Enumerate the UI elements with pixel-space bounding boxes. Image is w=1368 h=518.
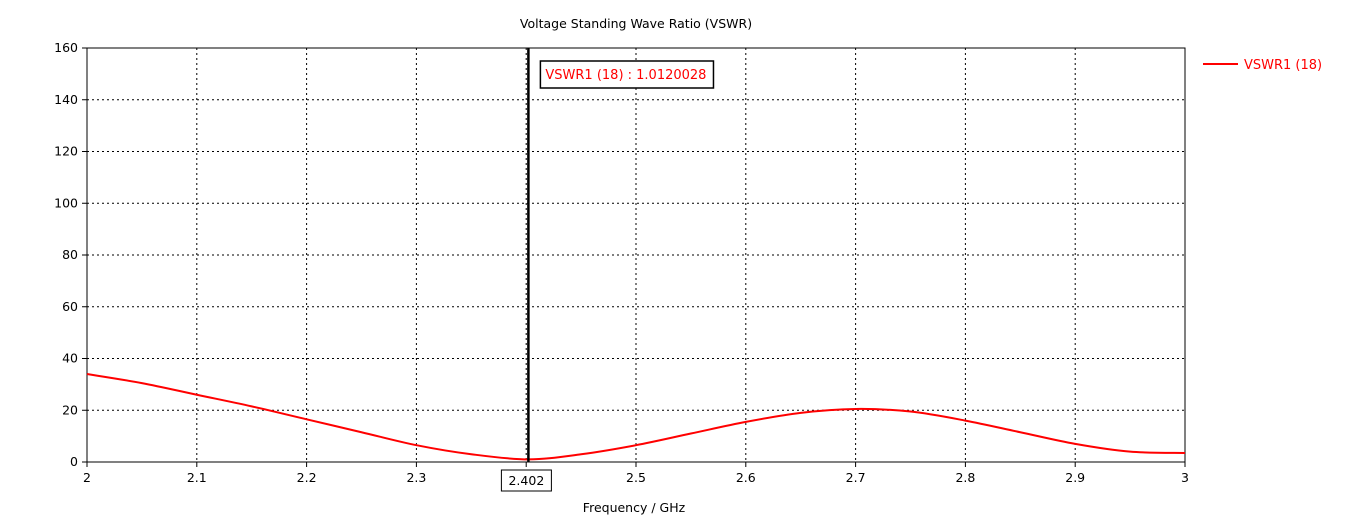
cursor-x-readout-label: 2.402	[508, 473, 544, 488]
y-tick-label: 100	[54, 195, 78, 210]
x-tick-label: 2.2	[297, 470, 317, 485]
x-tick-label: 2.9	[1065, 470, 1085, 485]
x-tick-label: 2.8	[955, 470, 975, 485]
x-tick-label: 2.1	[187, 470, 207, 485]
y-tick-label: 0	[70, 454, 78, 469]
y-tick-label: 40	[62, 351, 78, 366]
x-tick-label: 2	[83, 470, 91, 485]
cursor-x-readout-box	[500, 469, 552, 492]
x-axis-title: Frequency / GHz	[583, 500, 686, 515]
chart-title: Voltage Standing Wave Ratio (VSWR)	[520, 16, 752, 31]
x-tick-label: 2.6	[736, 470, 756, 485]
y-tick-label: 120	[54, 144, 78, 159]
x-tick-label: 3	[1181, 470, 1189, 485]
y-tick-label: 160	[54, 40, 78, 55]
x-tick-label: 2.3	[406, 470, 426, 485]
legend[interactable]: VSWR1 (18)	[1203, 58, 1322, 73]
grid-lines	[87, 48, 1185, 462]
series-layer	[86, 373, 1186, 461]
y-tick-label: 60	[62, 299, 78, 314]
series-line-vswr1	[86, 373, 1186, 461]
cursor-layer[interactable]: VSWR1 (18) : 1.0120028 2.402	[500, 48, 715, 492]
y-tick-label: 80	[62, 247, 78, 262]
y-tick-label: 140	[54, 92, 78, 107]
y-tick-label: 20	[62, 402, 78, 417]
x-tick-label: 2.5	[626, 470, 646, 485]
marker-readout-label: VSWR1 (18) : 1.0120028	[545, 68, 706, 83]
marker-readout-box	[539, 60, 715, 89]
axis-ticks: 22.12.22.32.42.52.62.72.82.9302040608010…	[54, 40, 1189, 485]
x-tick-label: 2.7	[846, 470, 866, 485]
legend-label-vswr1: VSWR1 (18)	[1244, 58, 1322, 73]
